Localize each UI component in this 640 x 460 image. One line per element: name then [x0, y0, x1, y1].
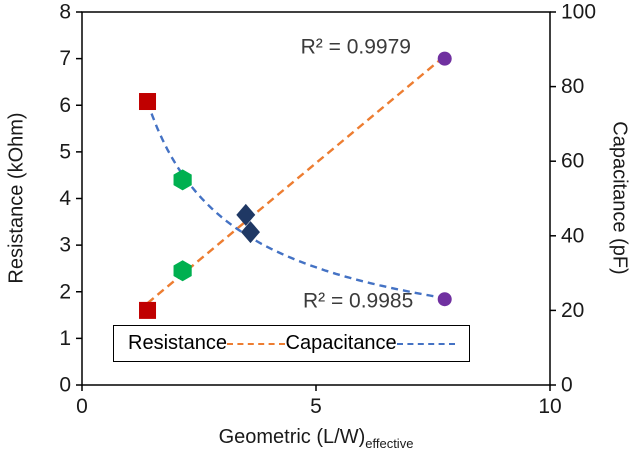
r-squared-annotation: R² = 0.9979 — [301, 35, 411, 58]
right-axis-tick-label: 80 — [561, 75, 584, 98]
x-axis-tick-label: 0 — [76, 395, 88, 418]
resistance-trendline — [146, 55, 446, 305]
left-axis-tick-label: 3 — [59, 234, 71, 257]
legend-label-resistance: Resistance — [128, 332, 227, 354]
right-y-axis-title: Capacitance (pF) — [608, 121, 631, 275]
resistance-data-point — [437, 51, 452, 66]
x-axis-title-main: Geometric (L/W) — [218, 426, 366, 448]
capacitance-trendline — [146, 101, 445, 300]
legend-line-resistance — [227, 342, 286, 345]
capacitance-data-point — [139, 93, 157, 111]
left-axis-tick-label: 6 — [59, 94, 71, 117]
resistance-data-point — [139, 301, 157, 319]
x-axis-tick-label: 5 — [310, 395, 322, 418]
capacitance-data-point — [437, 292, 452, 307]
left-axis-tick-label: 8 — [59, 1, 71, 24]
left-axis-tick-label: 4 — [59, 187, 71, 210]
legend: Resistance Capacitance — [113, 325, 470, 362]
right-axis-tick-label: 100 — [561, 1, 596, 24]
x-axis-tick-label: 10 — [538, 395, 561, 418]
resistance-data-point — [173, 260, 192, 282]
x-axis-title: Geometric (L/W)effective — [219, 426, 414, 451]
legend-label-capacitance: Capacitance — [285, 332, 397, 354]
capacitance-data-point — [173, 169, 192, 191]
left-axis-tick-label: 2 — [59, 280, 71, 303]
left-axis-tick-label: 5 — [59, 140, 71, 163]
left-y-axis-title: Resistance (kOhm) — [5, 112, 28, 284]
right-axis-tick-label: 0 — [561, 374, 573, 397]
legend-line-capacitance — [396, 342, 455, 345]
left-axis-tick-label: 1 — [59, 327, 71, 350]
capacitance-data-point — [240, 221, 260, 244]
x-axis-title-subscript: effective — [365, 436, 414, 451]
left-axis-tick-label: 0 — [59, 374, 71, 397]
right-axis-tick-label: 60 — [561, 150, 584, 173]
right-axis-tick-label: 20 — [561, 299, 584, 322]
right-axis-tick-label: 40 — [561, 224, 584, 247]
r-squared-annotation: R² = 0.9985 — [303, 290, 413, 313]
left-axis-tick-label: 7 — [59, 47, 71, 70]
resistance-data-point — [236, 203, 256, 226]
